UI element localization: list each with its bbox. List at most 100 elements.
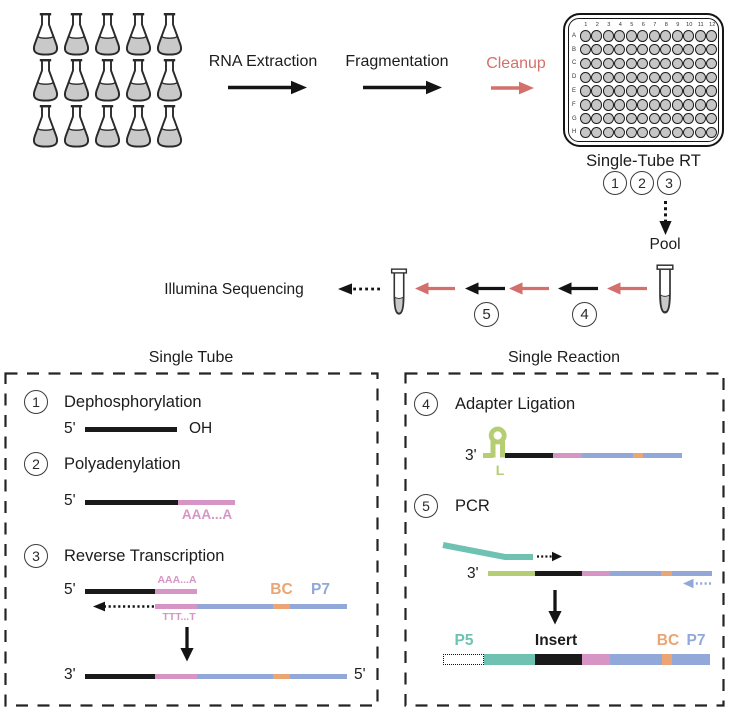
arrow-rt-result	[180, 627, 194, 662]
step-badge-1: 1	[603, 171, 627, 195]
p7-label-product: P7	[686, 632, 706, 649]
sample-flask-grid	[30, 12, 185, 150]
plate-well	[694, 99, 706, 111]
plate-well	[660, 30, 672, 42]
step-badge-3: 3	[657, 171, 681, 195]
poly-a-label: AAA...A	[181, 507, 233, 522]
adapter-segment	[488, 571, 535, 576]
plate-well	[648, 99, 660, 111]
plate-well	[683, 57, 695, 70]
plate-well	[614, 112, 626, 125]
plate-well	[648, 126, 660, 139]
plate-well	[671, 126, 683, 139]
plate-column-label: 2	[595, 22, 599, 28]
plate-column-label: 6	[641, 22, 645, 28]
plate-well	[637, 112, 649, 125]
poly-a-tail-segment	[155, 589, 197, 594]
plate-well	[625, 112, 637, 125]
plate-well	[648, 71, 660, 83]
plate-column-label: 8	[664, 22, 668, 28]
flask-icon	[125, 13, 152, 56]
plate-well	[706, 71, 718, 83]
flask-icon	[63, 105, 90, 148]
rna-strand	[85, 427, 177, 432]
insert-label: Insert	[534, 632, 578, 649]
plate-well	[694, 57, 706, 70]
plate-well	[579, 71, 591, 83]
plate-well	[683, 126, 695, 139]
pcr-primer-teal	[442, 542, 533, 560]
plate-well	[683, 44, 695, 56]
panel-badge-3: 3	[24, 544, 48, 568]
loop-adapter-icon	[483, 426, 507, 458]
poly-t-segment	[582, 654, 610, 665]
plate-row: A	[572, 29, 718, 43]
plate-well	[694, 44, 706, 56]
poly-t-segment	[582, 571, 610, 576]
plate-column-label: 1	[584, 22, 588, 28]
step-label-cleanup: Cleanup	[486, 55, 546, 72]
plate-well	[579, 57, 591, 70]
oh-label: OH	[189, 420, 213, 437]
left-panel-title: Single Tube	[148, 349, 234, 366]
sequencing-label: Illumina Sequencing	[164, 281, 304, 298]
arrow-pool-out	[607, 282, 647, 295]
plate-well	[660, 99, 672, 111]
flask-icon	[63, 59, 90, 102]
flask-icon	[125, 59, 152, 102]
bc-label-product: BC	[656, 632, 680, 649]
plate-well	[637, 71, 649, 83]
p7-segment-left	[610, 654, 662, 665]
plate-well	[579, 44, 591, 56]
pool-label: Pool	[649, 236, 681, 253]
plate-well	[637, 44, 649, 56]
flask-icon	[156, 59, 183, 102]
arrow-step-4	[558, 282, 598, 295]
plate-well	[614, 71, 626, 83]
p5-segment	[484, 654, 535, 665]
plate-well	[671, 30, 683, 42]
plate-well	[602, 85, 614, 97]
barcode-segment	[662, 654, 672, 665]
plate-well	[671, 44, 683, 56]
plate-well	[579, 85, 591, 97]
poly-a-tail-segment	[178, 500, 235, 505]
plate-well	[648, 85, 660, 97]
plate-well	[660, 126, 672, 139]
barcode-segment	[633, 453, 643, 458]
plate-row: E	[572, 84, 718, 98]
plate-well	[602, 71, 614, 83]
plate-well	[625, 126, 637, 139]
cdna-strand	[505, 453, 553, 458]
plate-well	[637, 99, 649, 111]
plate-column-label: 5	[630, 22, 634, 28]
step-label-rna-extraction: RNA Extraction	[208, 53, 318, 70]
plate-well	[614, 126, 626, 139]
arrow-rna-extraction	[228, 80, 307, 95]
panel-badge-4: 4	[414, 392, 438, 416]
flask-icon	[156, 13, 183, 56]
plate-row-label: D	[572, 74, 577, 81]
step-name-polyadenylation: Polyadenylation	[64, 455, 181, 473]
panel-badge-5: 5	[414, 494, 438, 518]
flask-icon	[156, 105, 183, 148]
step-name-adapter-ligation: Adapter Ligation	[455, 395, 576, 413]
plate-well	[602, 30, 614, 42]
plate-well	[671, 85, 683, 97]
plate-well	[614, 44, 626, 56]
five-prime-label-2: 5'	[64, 492, 76, 509]
plate-well	[579, 99, 591, 111]
plate-well	[591, 71, 603, 83]
plate-row-label: A	[572, 32, 577, 39]
plate-well	[694, 30, 706, 42]
poly-a-small-label: AAA...A	[157, 574, 197, 586]
plate-well	[625, 71, 637, 83]
step-name-reverse-transcription: Reverse Transcription	[64, 547, 225, 565]
plate-well	[591, 44, 603, 56]
plate-well	[694, 85, 706, 97]
plate-row: G	[572, 112, 718, 126]
